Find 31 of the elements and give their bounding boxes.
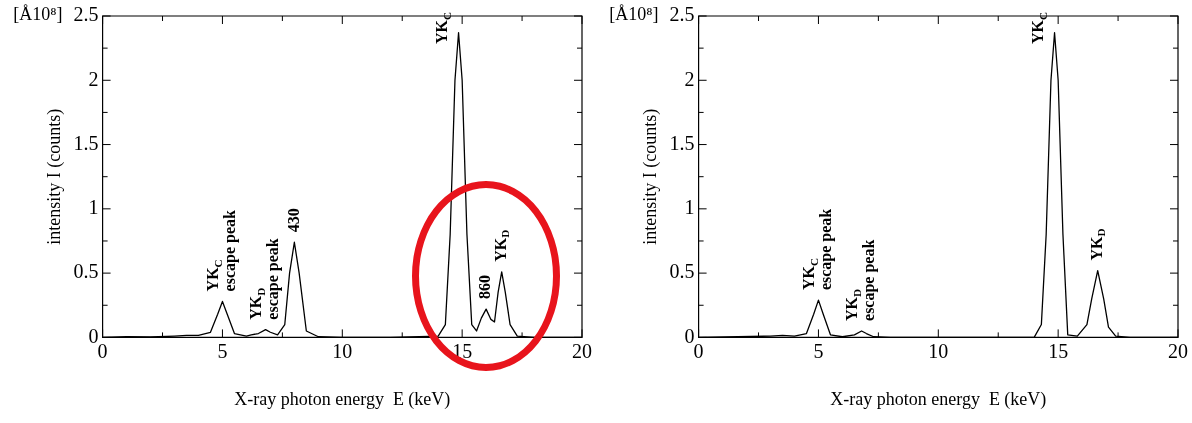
annotation: YKD	[491, 229, 512, 262]
annotation: YKC	[1029, 11, 1049, 44]
x-tick-label: 15	[1048, 339, 1069, 362]
y-tick-label: 1	[88, 196, 99, 219]
annotation: 860	[476, 275, 494, 300]
x-tick-label: 10	[332, 339, 353, 362]
y-tick-label: 2.5	[73, 3, 99, 26]
y-axis-title: intensity I (counts)	[639, 108, 661, 245]
annotation: 430	[284, 208, 302, 233]
annotation: YKC	[433, 11, 453, 44]
y-tick-label: 2	[684, 67, 695, 90]
x-tick-label: 20	[1168, 339, 1188, 362]
x-axis-title: X-ray photon energy E (keV)	[234, 388, 451, 410]
y-tick-label: 0	[684, 324, 695, 347]
y-tick-label: 0.5	[669, 260, 695, 283]
text: [Å10⁸]	[609, 3, 659, 24]
y-tick-label: 1	[684, 196, 695, 219]
y-tick-label: 1.5	[669, 131, 695, 154]
x-tick-label: 5	[813, 339, 824, 362]
y-tick-label: 2	[88, 67, 99, 90]
y-tick-label: 0	[88, 324, 99, 347]
x-tick-label: 10	[928, 339, 949, 362]
x-axis-title: X-ray photon energy E (keV)	[830, 388, 1047, 410]
annotation: YKD	[1087, 228, 1108, 261]
y-tick-label: 1.5	[73, 131, 99, 154]
text: [Å10⁸]	[13, 3, 63, 24]
x-tick-label: 20	[572, 339, 592, 362]
y-tick-label: 0.5	[73, 260, 99, 283]
y-axis-title: intensity I (counts)	[43, 108, 65, 245]
x-tick-label: 5	[217, 339, 228, 362]
y-tick-label: 2.5	[669, 3, 695, 26]
